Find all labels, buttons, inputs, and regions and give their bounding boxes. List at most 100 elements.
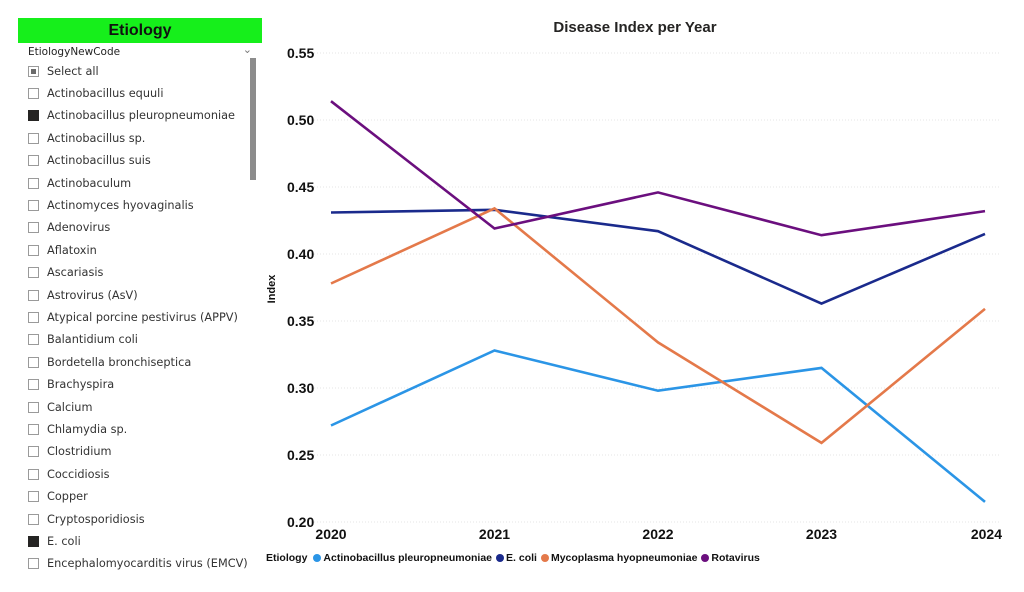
slicer-item-label: Actinobacillus suis	[47, 154, 151, 168]
etiology-slicer: Etiology EtiologyNewCode ⌄ Select all Act…	[18, 18, 262, 578]
gridlines	[290, 52, 1000, 523]
x-tick-label: 2024	[971, 526, 1002, 542]
checkbox[interactable]	[28, 535, 39, 547]
slicer-item[interactable]: Adenovirus	[28, 217, 248, 239]
slicer-item[interactable]: Clostridium	[28, 441, 248, 463]
series-line-mycoplasma-hyopneumoniae[interactable]	[330, 206, 986, 445]
slicer-item-label: Actinobacillus sp.	[47, 131, 146, 145]
slicer-item[interactable]: Actinobaculum	[28, 172, 248, 194]
slicer-item-label: Chlamydia sp.	[47, 422, 128, 436]
checkbox[interactable]	[28, 558, 39, 570]
slicer-item[interactable]: Brachyspira	[28, 373, 248, 395]
y-tick-label: 0.35	[287, 313, 314, 329]
chart-title: Disease Index per Year	[553, 19, 717, 36]
checkbox[interactable]	[28, 289, 39, 301]
slicer-item[interactable]: Calcium	[28, 396, 248, 418]
y-tick-label: 0.55	[287, 45, 314, 61]
checkbox[interactable]	[28, 244, 39, 256]
slicer-scrollbar[interactable]	[250, 58, 256, 180]
slicer-item-label: Actinobacillus pleuropneumoniae	[47, 109, 235, 123]
y-tick-label: 0.30	[287, 380, 314, 396]
checkbox[interactable]	[28, 468, 39, 480]
slicer-item-label: Calcium	[47, 400, 93, 414]
series-line-actinobacillus-pleuropneumoniae[interactable]	[330, 349, 986, 503]
legend-item[interactable]: Mycoplasma hyopneumoniae	[540, 552, 697, 564]
y-tick-label: 0.40	[287, 246, 314, 262]
checkbox[interactable]	[28, 88, 39, 100]
checkbox[interactable]	[28, 132, 39, 144]
slicer-item-label: Coccidiosis	[47, 467, 110, 481]
checkbox[interactable]	[28, 446, 39, 458]
legend-item[interactable]: Actinobacillus pleuropneumoniae	[313, 552, 492, 564]
slicer-list: Select all Actinobacillus equuli Actinobac…	[28, 60, 248, 575]
legend-label: Rotavirus	[711, 552, 760, 564]
slicer-item[interactable]: E. coli	[28, 530, 248, 552]
slicer-item[interactable]: Aflatoxin	[28, 239, 248, 261]
x-tick-label: 2021	[479, 526, 510, 542]
checkbox[interactable]	[28, 110, 39, 122]
checkbox[interactable]	[28, 513, 39, 525]
x-tick-label: 2022	[642, 526, 673, 542]
slicer-item[interactable]: Actinobacillus sp.	[28, 127, 248, 149]
checkbox[interactable]	[28, 65, 39, 77]
checkbox[interactable]	[28, 356, 39, 368]
slicer-item-label: Atypical porcine pestivirus (APPV)	[47, 310, 238, 324]
slicer-item[interactable]: Chlamydia sp.	[28, 418, 248, 440]
checkbox[interactable]	[28, 311, 39, 323]
checkbox[interactable]	[28, 423, 39, 435]
series-lines	[330, 100, 986, 503]
series-line-rotavirus[interactable]	[330, 100, 986, 237]
checkbox[interactable]	[28, 222, 39, 234]
legend-item[interactable]: E. coli	[496, 552, 537, 564]
slicer-item-label: Clostridium	[47, 445, 112, 459]
slicer-item[interactable]: Ascariasis	[28, 262, 248, 284]
checkbox[interactable]	[28, 267, 39, 279]
slicer-item-label: Astrovirus (AsV)	[47, 288, 138, 302]
slicer-item[interactable]: Actinomyces hyovaginalis	[28, 194, 248, 216]
slicer-item-label: Cryptosporidiosis	[47, 512, 145, 526]
legend-marker-icon	[701, 554, 710, 562]
slicer-item[interactable]: Balantidium coli	[28, 329, 248, 351]
slicer-item-label: E. coli	[47, 534, 81, 548]
checkbox[interactable]	[28, 379, 39, 391]
x-tick-label: 2023	[806, 526, 837, 542]
slicer-item[interactable]: Atypical porcine pestivirus (APPV)	[28, 306, 248, 328]
slicer-item[interactable]: Encephalomyocarditis virus (EMCV)	[28, 553, 248, 575]
y-tick-label: 0.20	[287, 514, 314, 530]
slicer-item[interactable]: Cryptosporidiosis	[28, 508, 248, 530]
x-tick-label: 2020	[315, 526, 346, 542]
slicer-item[interactable]: Astrovirus (AsV)	[28, 284, 248, 306]
slicer-item-label: Actinobacillus equuli	[47, 87, 164, 101]
slicer-item[interactable]: Actinobacillus equuli	[28, 82, 248, 104]
slicer-field-dropdown[interactable]: EtiologyNewCode ⌄	[18, 43, 262, 60]
slicer-item-label: Balantidium coli	[47, 333, 138, 347]
legend-label: Actinobacillus pleuropneumoniae	[323, 552, 493, 564]
slicer-item-label: Actinobaculum	[47, 176, 132, 190]
checkbox[interactable]	[28, 177, 39, 189]
slicer-item[interactable]: Select all	[28, 60, 248, 82]
legend-marker-icon	[313, 554, 322, 562]
checkbox[interactable]	[28, 401, 39, 413]
legend-label: E. coli	[506, 552, 537, 564]
legend-title: Etiology	[266, 552, 308, 564]
slicer-item-label: Brachyspira	[47, 378, 115, 392]
slicer-field-name: EtiologyNewCode	[28, 46, 121, 58]
checkbox[interactable]	[28, 200, 39, 212]
series-line-e-coli[interactable]	[330, 208, 986, 306]
slicer-item[interactable]: Copper	[28, 485, 248, 507]
slicer-item-label: Bordetella bronchiseptica	[47, 355, 192, 369]
slicer-item[interactable]: Bordetella bronchiseptica	[28, 351, 248, 373]
checkbox[interactable]	[28, 155, 39, 167]
slicer-item[interactable]: Coccidiosis	[28, 463, 248, 485]
chevron-down-icon[interactable]: ⌄	[242, 43, 252, 56]
y-tick-label: 0.50	[287, 112, 314, 128]
checkbox[interactable]	[28, 491, 39, 503]
slicer-item-label: Adenovirus	[47, 221, 111, 235]
slicer-item[interactable]: Actinobacillus suis	[28, 150, 248, 172]
checkbox[interactable]	[28, 334, 39, 346]
legend-item[interactable]: Rotavirus	[701, 552, 760, 564]
legend-marker-icon	[540, 554, 549, 562]
slicer-item[interactable]: Actinobacillus pleuropneumoniae	[28, 105, 248, 127]
legend-marker-icon	[496, 554, 505, 562]
